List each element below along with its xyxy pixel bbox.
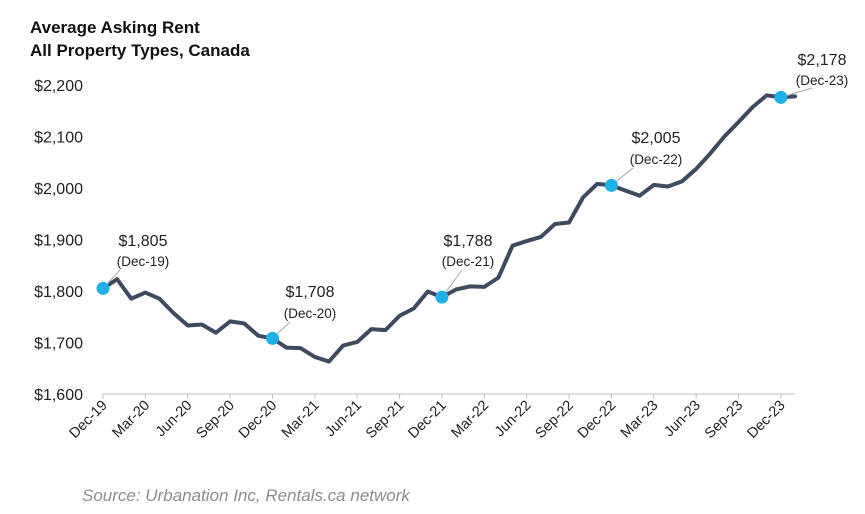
- highlight-point: [435, 290, 449, 304]
- chart-subtitle: All Property Types, Canada: [30, 41, 250, 60]
- chart-title: Average Asking Rent: [30, 18, 200, 37]
- y-tick-label: $2,000: [34, 181, 83, 198]
- annotation-date: (Dec-23): [796, 73, 849, 88]
- y-axis: $1,600 $1,700 $1,800 $1,900 $2,000 $2,100 $2,2…: [34, 78, 83, 404]
- annotation-date: (Dec-21): [442, 254, 495, 269]
- x-tick-label: Jun-21: [322, 398, 365, 441]
- annotation-date: (Dec-19): [117, 254, 170, 269]
- x-tick-label: Dec-20: [236, 398, 280, 442]
- y-tick-label: $1,700: [34, 336, 83, 353]
- highlight-point: [265, 331, 279, 345]
- x-tick-label: Jun-22: [492, 398, 535, 441]
- x-tick-label: Dec-23: [744, 398, 788, 442]
- x-tick-label: Sep-20: [194, 398, 238, 442]
- x-tick-label: Mar-22: [448, 398, 492, 442]
- x-tick-label: Jun-20: [153, 398, 196, 441]
- x-tick-label: Dec-22: [575, 398, 619, 442]
- source-note: Source: Urbanation Inc, Rentals.ca netwo…: [82, 486, 411, 505]
- x-tick-label: Jun-23: [661, 398, 704, 441]
- x-tick-label: Sep-23: [702, 398, 746, 442]
- y-tick-label: $1,800: [34, 284, 83, 301]
- y-tick-label: $1,600: [34, 387, 83, 404]
- highlight-point: [96, 281, 110, 295]
- annotation-value: $1,805: [119, 233, 168, 250]
- annotation-value: $1,708: [286, 284, 335, 301]
- y-tick-label: $1,900: [34, 233, 83, 250]
- x-tick-label: Sep-21: [363, 398, 407, 442]
- annotation-value: $2,178: [798, 52, 847, 69]
- highlight-point: [604, 178, 618, 192]
- rent-series-line: [101, 93, 797, 364]
- x-tick-label: Mar-21: [279, 398, 323, 442]
- y-tick-label: $2,200: [34, 78, 83, 95]
- x-tick-label: Dec-19: [66, 398, 110, 442]
- x-tick-label: Sep-22: [532, 398, 576, 442]
- annotation-value: $1,788: [444, 233, 493, 250]
- series-group: [101, 93, 797, 364]
- y-tick-label: $2,100: [34, 130, 83, 147]
- annotation-date: (Dec-22): [630, 152, 683, 167]
- annotation-value: $2,005: [632, 130, 681, 147]
- annotations: $1,805 (Dec-19) $1,708 (Dec-20) $1,788 (Dec-2…: [96, 52, 849, 345]
- annotation-date: (Dec-20): [284, 306, 337, 321]
- x-tick-label: Dec-21: [405, 398, 449, 442]
- x-tick-label: Mar-20: [109, 398, 153, 442]
- x-tick-label: Mar-23: [618, 398, 662, 442]
- highlight-point: [774, 90, 788, 104]
